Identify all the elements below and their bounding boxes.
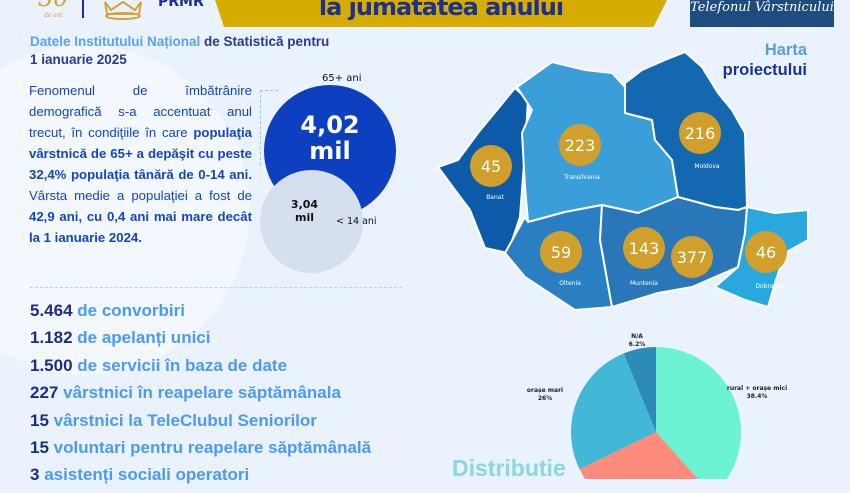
brand-logo: Telefonul Vârstnicului bbox=[690, 0, 834, 27]
pie-label: rural + orașe mici bbox=[727, 385, 787, 392]
graphics-layer: Banat 45 Transilvania 223 Moldova 216 Oltenia 5… bbox=[437, 51, 809, 479]
region-count: 46 bbox=[756, 243, 776, 262]
region-count-badge bbox=[679, 112, 721, 154]
stat-item: 5.464 de convorbiri bbox=[30, 301, 371, 328]
stat-item: 1.182 de apelanți unici bbox=[30, 328, 371, 355]
region-count: 377 bbox=[677, 248, 708, 267]
ins-heading-part1: Datele Institutului Național bbox=[30, 34, 201, 49]
para-bold-1: populaţia vârstnică de 65+ a depăşit cu … bbox=[29, 125, 252, 182]
region-label-dobrogea: Dobrogea bbox=[755, 283, 785, 290]
crown-icon bbox=[104, 0, 142, 20]
stat-number: 1.500 bbox=[30, 355, 73, 375]
stat-item: 15 vârstnici la TeleClubul Seniorilor bbox=[30, 411, 371, 438]
stat-number: 1.182 bbox=[30, 328, 73, 348]
region-count-badge bbox=[559, 124, 601, 166]
stat-item: 15 voluntari pentru reapelare săptămânal… bbox=[30, 438, 371, 465]
demography-paragraph: Fenomenul de îmbătrânire demografică s-a… bbox=[29, 80, 252, 248]
ins-heading: Datele Institutului Național de Statisti… bbox=[30, 33, 330, 69]
region-count: 143 bbox=[629, 239, 660, 258]
anniversary-logo-sub: de ani bbox=[44, 12, 63, 19]
young-pop-label: < 14 ani bbox=[336, 216, 377, 227]
region-count-badge bbox=[470, 145, 512, 187]
para-text-1: Fenomenul de îmbătrânire demografică s-a… bbox=[29, 83, 252, 140]
pie-value-label: 38.4% bbox=[747, 393, 768, 400]
map-title: Harta proiectului bbox=[700, 40, 807, 80]
young-pop-value: 3,04 bbox=[290, 198, 319, 211]
region-count: 59 bbox=[551, 243, 571, 262]
region-count-badge bbox=[540, 231, 582, 273]
stat-text: vârstnici în reapelare săptămânala bbox=[63, 383, 341, 403]
stat-text: de servicii în baza de date bbox=[77, 355, 288, 375]
stat-item: 1.500 de servicii în baza de date bbox=[30, 356, 371, 383]
logo-divider bbox=[82, 0, 84, 18]
stats-list: 5.464 de convorbiri 1.182 de apelanți un… bbox=[30, 301, 371, 493]
stat-number: 15 bbox=[30, 437, 49, 457]
stat-text: de convorbiri bbox=[77, 301, 185, 320]
stat-text: de apelanți unici bbox=[77, 328, 211, 348]
pie-slice bbox=[570, 353, 656, 470]
org-name: PRMR bbox=[158, 0, 204, 10]
stat-number: 3 bbox=[30, 465, 40, 485]
old-pop-unit: mil bbox=[309, 137, 351, 165]
region-count-badge bbox=[671, 236, 713, 278]
region-count-badge bbox=[623, 227, 665, 269]
para-text-2: Vârsta medie a populaţiei a fost de bbox=[29, 188, 252, 203]
pie-label: N/A bbox=[631, 333, 643, 340]
connector-line bbox=[260, 90, 278, 91]
region-label-muntenia: Muntenia bbox=[630, 280, 658, 287]
stat-number: 5.464 bbox=[30, 301, 73, 320]
anniversary-logo: 30 bbox=[38, 0, 69, 10]
region-label-oltenia: Oltenia bbox=[559, 280, 581, 287]
pie-slice bbox=[656, 347, 741, 479]
para-bold-2: 42,9 ani, cu 0,4 ani mai mare decât la 1… bbox=[29, 209, 252, 245]
region-label-transilvania: Transilvania bbox=[563, 174, 600, 181]
region-label-moldova: Moldova bbox=[694, 163, 720, 170]
region-count-badge bbox=[745, 231, 787, 273]
region-count: 223 bbox=[565, 136, 596, 155]
region-count: 45 bbox=[481, 157, 501, 176]
old-pop-value: 4,02 bbox=[300, 111, 360, 139]
pie-slice bbox=[579, 432, 698, 479]
old-pop-label: 65+ ani bbox=[322, 73, 362, 84]
divider bbox=[30, 287, 402, 288]
distribution-title: Distributie bbox=[452, 455, 566, 481]
connector-line bbox=[260, 90, 261, 165]
map-title-2: proiectului bbox=[722, 61, 807, 79]
stat-number: 15 bbox=[30, 410, 49, 430]
stat-item: 227 vârstnici în reapelare săptămânala bbox=[30, 383, 371, 410]
pie-label: orașe mari bbox=[527, 387, 563, 394]
pie-slice bbox=[623, 347, 656, 432]
pie-value-label: 6.2% bbox=[629, 341, 646, 348]
ins-heading-part2: de Statistică pentru 1 ianuarie 2025 bbox=[30, 34, 330, 67]
region-label-banat: Banat bbox=[486, 194, 504, 201]
stat-text: voluntari pentru reapelare săptămânală bbox=[53, 437, 372, 457]
stat-text: vârstnici la TeleClubul Seniorilor bbox=[53, 410, 317, 430]
stat-number: 227 bbox=[30, 383, 59, 403]
pie-value-label: 26% bbox=[538, 395, 552, 402]
title-banner: la jumatatea anului bbox=[215, 0, 667, 27]
banner-title: la jumatatea anului bbox=[318, 0, 564, 21]
region-count: 216 bbox=[685, 124, 716, 143]
young-pop-unit: mil bbox=[294, 211, 314, 224]
young-pop-circle: 3,04 mil bbox=[260, 170, 363, 273]
map-title-1: Harta bbox=[764, 41, 807, 59]
